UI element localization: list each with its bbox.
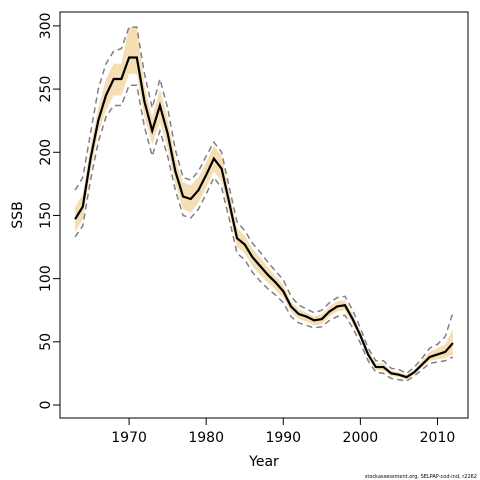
x-axis-label: Year — [248, 454, 279, 470]
y-tick-label: 0 — [38, 401, 54, 410]
y-tick-label: 200 — [38, 139, 54, 166]
footnote: stockassessment.org, SELPAP-cod-ind, r22… — [365, 474, 477, 480]
dashed-bound — [74, 84, 454, 382]
y-tick-label: 50 — [38, 333, 54, 351]
x-tick-label: 2010 — [420, 430, 456, 446]
x-tick-label: 1990 — [265, 430, 301, 446]
x-tick-label: 2000 — [343, 430, 379, 446]
x-tick-label: 1980 — [188, 430, 224, 446]
dashed-bound — [74, 26, 454, 375]
x-tick-label: 1970 — [111, 430, 147, 446]
y-tick-label: 300 — [38, 13, 54, 40]
ssb-line — [74, 56, 454, 379]
y-tick-label: 150 — [38, 202, 54, 229]
y-tick-label: 250 — [38, 76, 54, 103]
y-tick-label: 100 — [38, 265, 54, 292]
confidence-band — [75, 27, 453, 380]
y-axis-label: SSB — [10, 201, 26, 228]
